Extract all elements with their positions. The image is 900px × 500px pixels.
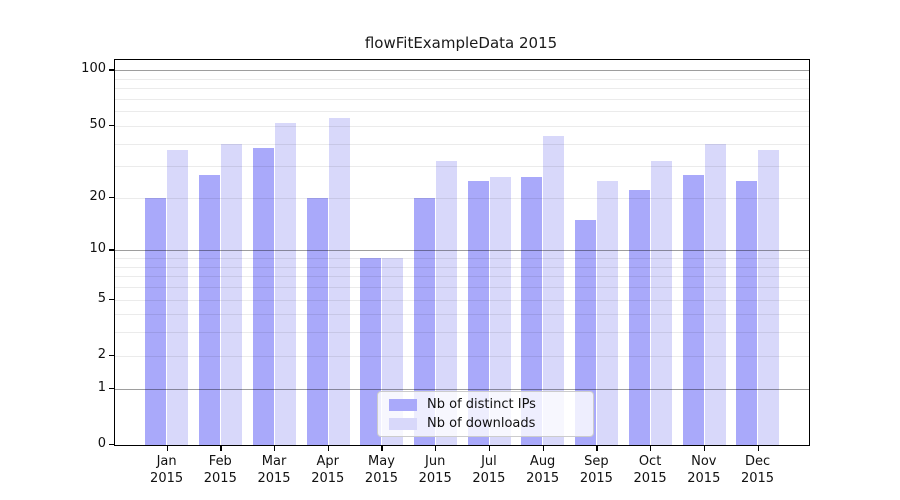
x-tick-label: Dec 2015: [740, 454, 775, 486]
bar-downloads-apr: [328, 118, 350, 445]
bar-distinct-ips-may: [360, 258, 382, 445]
x-tick-mark: [703, 446, 705, 451]
legend-label-distinct-ips: Nb of distinct IPs: [427, 397, 536, 412]
gridline-minor: [115, 98, 809, 100]
bar-downloads-nov: [704, 143, 726, 445]
x-tick-mark: [435, 446, 437, 451]
bar-distinct-ips-sep: [575, 219, 597, 445]
y-tick-label: 1: [97, 379, 106, 395]
x-tick-mark: [220, 446, 222, 451]
legend-row-distinct-ips: Nb of distinct IPs: [378, 397, 593, 412]
bar-distinct-ips-jun: [414, 197, 435, 445]
y-tick-mark: [109, 249, 114, 251]
x-tick-mark: [488, 446, 491, 451]
legend: Nb of distinct IPs Nb of downloads: [377, 391, 594, 437]
x-tick-label: Jul 2015: [472, 454, 506, 486]
bar-downloads-feb: [221, 143, 243, 445]
bar-downloads-aug: [543, 136, 565, 445]
gridline-major: [115, 250, 809, 252]
x-tick-mark: [542, 446, 544, 451]
y-tick-mark: [109, 298, 114, 300]
bar-downloads-dec: [758, 149, 780, 445]
bar-distinct-ips-jul: [467, 180, 489, 445]
gridline-minor: [115, 287, 809, 289]
x-tick-mark: [327, 446, 329, 451]
bar-downloads-mar: [274, 122, 296, 445]
gridline-minor: [115, 258, 809, 260]
bar-downloads-jul: [489, 177, 511, 445]
x-tick-label: Jan 2015: [150, 454, 184, 486]
y-tick-label: 20: [89, 188, 106, 204]
gridline-minor: [115, 332, 809, 334]
bar-distinct-ips-oct: [628, 190, 650, 445]
gridline-minor: [115, 143, 809, 145]
x-tick-label: Aug 2015: [526, 454, 560, 486]
x-tick-label: Mar 2015: [257, 454, 291, 486]
plot-area: Nb of distinct IPs Nb of downloads: [114, 59, 810, 446]
gridline-minor: [115, 197, 809, 199]
gridline-minor: [115, 88, 809, 90]
gridline-minor: [115, 355, 809, 357]
legend-swatch-downloads: [389, 417, 417, 430]
y-tick-mark: [109, 124, 114, 127]
legend-swatch-distinct-ips: [389, 398, 417, 411]
x-tick-mark: [757, 446, 759, 451]
x-tick-mark: [274, 446, 276, 451]
bar-downloads-jun: [436, 161, 457, 445]
gridline-minor: [115, 166, 809, 168]
gridline-minor: [115, 125, 809, 127]
y-tick-label: 10: [89, 241, 106, 257]
y-tick-mark: [109, 387, 114, 389]
bar-distinct-ips-aug: [521, 177, 543, 445]
bar-distinct-ips-jan: [145, 197, 167, 445]
x-tick-label: Feb 2015: [203, 454, 237, 486]
gridline-minor: [115, 299, 809, 301]
x-tick-mark: [650, 446, 652, 451]
x-tick-label: Jun 2015: [418, 454, 452, 486]
legend-row-downloads: Nb of downloads: [378, 416, 593, 431]
chart-title: flowFitExampleData 2015: [364, 34, 558, 52]
y-tick-mark: [109, 444, 114, 446]
bar-downloads-oct: [650, 161, 672, 445]
x-tick-mark: [596, 446, 598, 451]
y-tick-label: 50: [89, 116, 106, 132]
gridline-minor: [115, 111, 809, 113]
legend-label-downloads: Nb of downloads: [427, 416, 536, 431]
x-tick-label: Apr 2015: [311, 454, 345, 486]
x-tick-label: Sep 2015: [579, 454, 613, 486]
y-tick-label: 0: [97, 436, 106, 451]
y-tick-label: 2: [97, 346, 106, 362]
bar-downloads-sep: [597, 180, 619, 445]
bar-distinct-ips-apr: [306, 197, 328, 445]
x-tick-label: May 2015: [364, 454, 399, 486]
gridline-minor: [115, 314, 809, 316]
x-tick-mark: [166, 446, 168, 451]
y-tick-mark: [109, 354, 114, 356]
gridline-major: [115, 388, 809, 390]
gridline-minor: [115, 78, 809, 80]
gridline-major: [115, 70, 809, 72]
bar-distinct-ips-nov: [682, 174, 704, 445]
x-tick-label: Nov 2015: [687, 454, 721, 486]
bar-downloads-jan: [167, 149, 189, 445]
bar-distinct-ips-mar: [252, 147, 274, 445]
y-tick-mark: [109, 69, 114, 71]
y-tick-mark: [109, 196, 114, 199]
y-tick-label: 100: [81, 61, 106, 77]
gridline-minor: [115, 276, 809, 278]
bar-distinct-ips-feb: [199, 174, 221, 445]
y-tick-label: 5: [97, 290, 106, 306]
gridline-minor: [115, 266, 809, 268]
x-tick-label: Oct 2015: [633, 454, 667, 486]
bar-distinct-ips-dec: [736, 180, 758, 445]
x-tick-mark: [381, 446, 383, 451]
